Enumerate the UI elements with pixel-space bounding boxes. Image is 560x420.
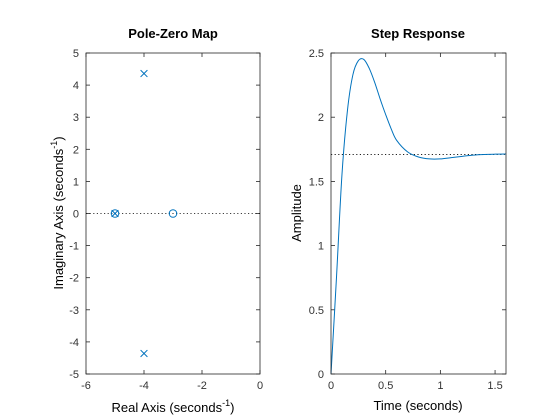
- x-tick-label: -2: [197, 380, 207, 392]
- y-tick-label: -2: [69, 273, 79, 285]
- pole-marker: [140, 69, 148, 78]
- y-tick-label: -5: [69, 369, 79, 381]
- y-tick-label: -1: [69, 241, 79, 253]
- zero-marker: [110, 209, 120, 218]
- x-tick-label: 1: [437, 380, 443, 392]
- pole-zero-map-box: [85, 52, 261, 375]
- zero-marker: [168, 209, 178, 218]
- step-response-axes: Step Response 0 0.5 1 1.5 0 0.5 1 1.5 2 2.5 Time …: [289, 26, 507, 413]
- pole-zero-map-title: Pole-Zero Map: [128, 26, 218, 41]
- step-response-xlabel: Time (seconds): [373, 398, 462, 413]
- y-tick-label: 1.5: [309, 176, 324, 188]
- x-tick-label: 0: [328, 380, 334, 392]
- y-tick-label: 2: [73, 144, 79, 156]
- pole-zero-map-xlabel: Real Axis (seconds-1): [112, 398, 235, 415]
- step-response-line: [330, 58, 507, 375]
- pole-marker: [140, 349, 148, 358]
- y-tick-label: -3: [69, 305, 79, 317]
- pole-marker: [111, 209, 119, 218]
- step-response-marks: [330, 58, 507, 375]
- step-response-ticks: 0 0.5 1 1.5 0 0.5 1 1.5 2 2.5: [309, 48, 506, 392]
- step-response-ylabel: Amplitude: [289, 184, 304, 242]
- y-tick-label: 4: [73, 80, 79, 92]
- y-tick-label: 2.5: [309, 48, 324, 60]
- y-tick-label: 3: [73, 112, 79, 124]
- pole-zero-map-ylabel: Imaginary Axis (seconds-1): [49, 136, 66, 289]
- pole-zero-map-marks: [86, 69, 260, 358]
- x-tick-label: 1.5: [487, 380, 502, 392]
- step-response-title: Step Response: [371, 26, 465, 41]
- pole-zero-map-ticks: -6 -4 -2 0 -5 -4 -3 -2 -1 0 1 2 3 4 5: [69, 48, 263, 392]
- step-response-box: [330, 52, 507, 375]
- y-tick-label: 1: [73, 176, 79, 188]
- y-tick-label: 5: [73, 48, 79, 60]
- x-tick-label: -6: [81, 380, 91, 392]
- pole-zero-map-axes: Pole-Zero Map -6 -4 -2 0 -5 -4 -3 -2 -1 0 1 2 3 4 5 Re…: [49, 26, 263, 415]
- y-tick-label: 0: [73, 209, 79, 221]
- x-tick-label: 0.5: [378, 380, 393, 392]
- y-tick-label: 0: [318, 369, 324, 381]
- y-tick-label: 1: [318, 241, 324, 253]
- y-tick-label: -4: [69, 337, 79, 349]
- y-tick-label: 2: [318, 112, 324, 124]
- x-tick-label: -4: [139, 380, 149, 392]
- y-tick-label: 0.5: [309, 305, 324, 317]
- x-tick-label: 0: [257, 380, 263, 392]
